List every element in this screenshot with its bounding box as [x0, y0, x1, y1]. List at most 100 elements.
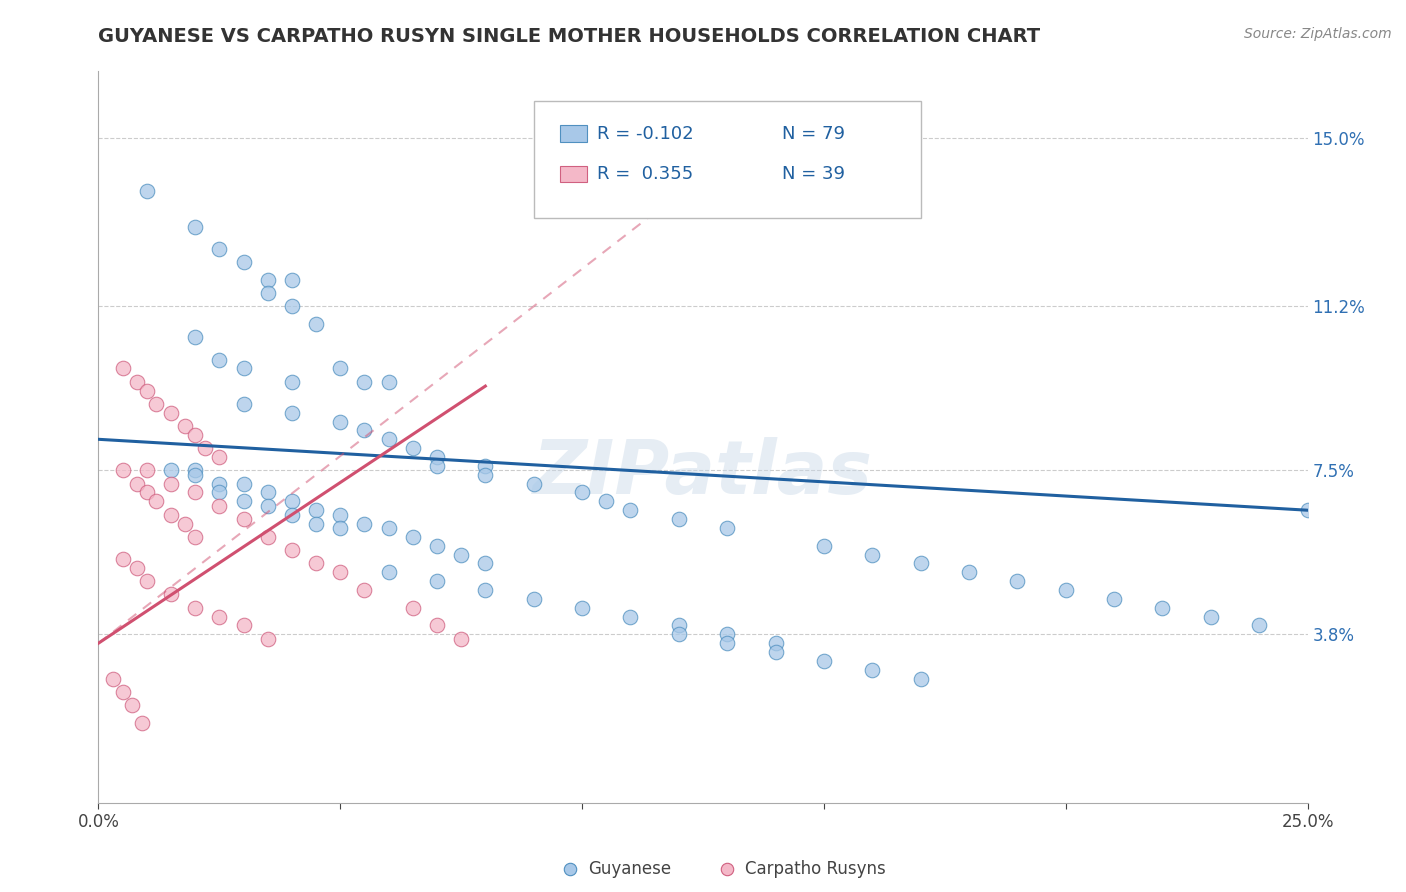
Text: N = 79: N = 79 [782, 125, 845, 143]
Point [121, 698, 143, 713]
Point [281, 508, 304, 522]
Point [256, 632, 278, 646]
Point [184, 330, 207, 344]
Point [860, 548, 883, 562]
Point [232, 476, 254, 491]
Bar [561, 126, 586, 142]
Point [353, 582, 375, 597]
Point [474, 582, 496, 597]
Point [256, 485, 278, 500]
Point [571, 485, 593, 500]
Point [305, 516, 328, 531]
Point [474, 458, 496, 473]
Point [184, 530, 207, 544]
Point [716, 521, 738, 535]
FancyBboxPatch shape [534, 101, 921, 218]
Point [256, 285, 278, 300]
Point [860, 663, 883, 677]
Point [145, 397, 167, 411]
Point [184, 463, 207, 477]
Point [127, 476, 149, 491]
Point [377, 566, 399, 580]
Text: R = -0.102: R = -0.102 [596, 125, 693, 143]
Point [402, 441, 425, 455]
Point [232, 512, 254, 526]
Point [256, 273, 278, 287]
Point [135, 463, 157, 477]
Point [232, 397, 254, 411]
Point [184, 428, 207, 442]
Point [305, 503, 328, 517]
Point [910, 557, 932, 571]
Point [813, 539, 835, 553]
Point [1054, 582, 1077, 597]
Point [426, 574, 449, 589]
Point [619, 609, 641, 624]
Point [450, 632, 472, 646]
Point [329, 566, 352, 580]
Point [174, 419, 197, 434]
Point [1102, 591, 1125, 606]
Point [765, 636, 787, 650]
Point [232, 618, 254, 632]
Point [1249, 618, 1271, 632]
Point [184, 600, 207, 615]
Point [208, 485, 231, 500]
Point [160, 508, 183, 522]
Point [281, 299, 304, 313]
Point [127, 561, 149, 575]
Point [145, 494, 167, 508]
Text: GUYANESE VS CARPATHO RUSYN SINGLE MOTHER HOUSEHOLDS CORRELATION CHART: GUYANESE VS CARPATHO RUSYN SINGLE MOTHER… [98, 27, 1040, 45]
Point [426, 618, 449, 632]
Point [329, 508, 352, 522]
Point [160, 476, 183, 491]
Text: Source: ZipAtlas.com: Source: ZipAtlas.com [1244, 27, 1392, 41]
Point [377, 521, 399, 535]
Point [135, 384, 157, 398]
Point [402, 600, 425, 615]
Text: N = 39: N = 39 [782, 165, 845, 183]
Point [135, 485, 157, 500]
Point [208, 450, 231, 464]
Point [281, 494, 304, 508]
Point [160, 463, 183, 477]
Point [910, 672, 932, 686]
Point [716, 627, 738, 641]
Point [1152, 600, 1174, 615]
Point [329, 361, 352, 376]
Point [111, 463, 134, 477]
Point [208, 242, 231, 256]
Point [256, 530, 278, 544]
Point [668, 512, 690, 526]
Point [377, 375, 399, 389]
Point [377, 432, 399, 446]
Point [329, 415, 352, 429]
Point [232, 361, 254, 376]
Point [474, 467, 496, 482]
Point [1199, 609, 1222, 624]
Point [184, 219, 207, 234]
Point [281, 375, 304, 389]
Point [1296, 503, 1319, 517]
Point [571, 600, 593, 615]
Point [232, 255, 254, 269]
Point [595, 494, 617, 508]
Point [474, 557, 496, 571]
Point [208, 499, 231, 513]
Point [305, 557, 328, 571]
Point [1007, 574, 1029, 589]
Point [523, 476, 546, 491]
Point [523, 591, 546, 606]
Point [111, 685, 134, 699]
Point [160, 587, 183, 601]
Point [957, 566, 980, 580]
Point [131, 716, 153, 731]
Point [353, 516, 375, 531]
Point [426, 450, 449, 464]
Point [135, 574, 157, 589]
Point [184, 485, 207, 500]
Point [329, 521, 352, 535]
Point [305, 317, 328, 331]
Point [619, 503, 641, 517]
Point [232, 494, 254, 508]
